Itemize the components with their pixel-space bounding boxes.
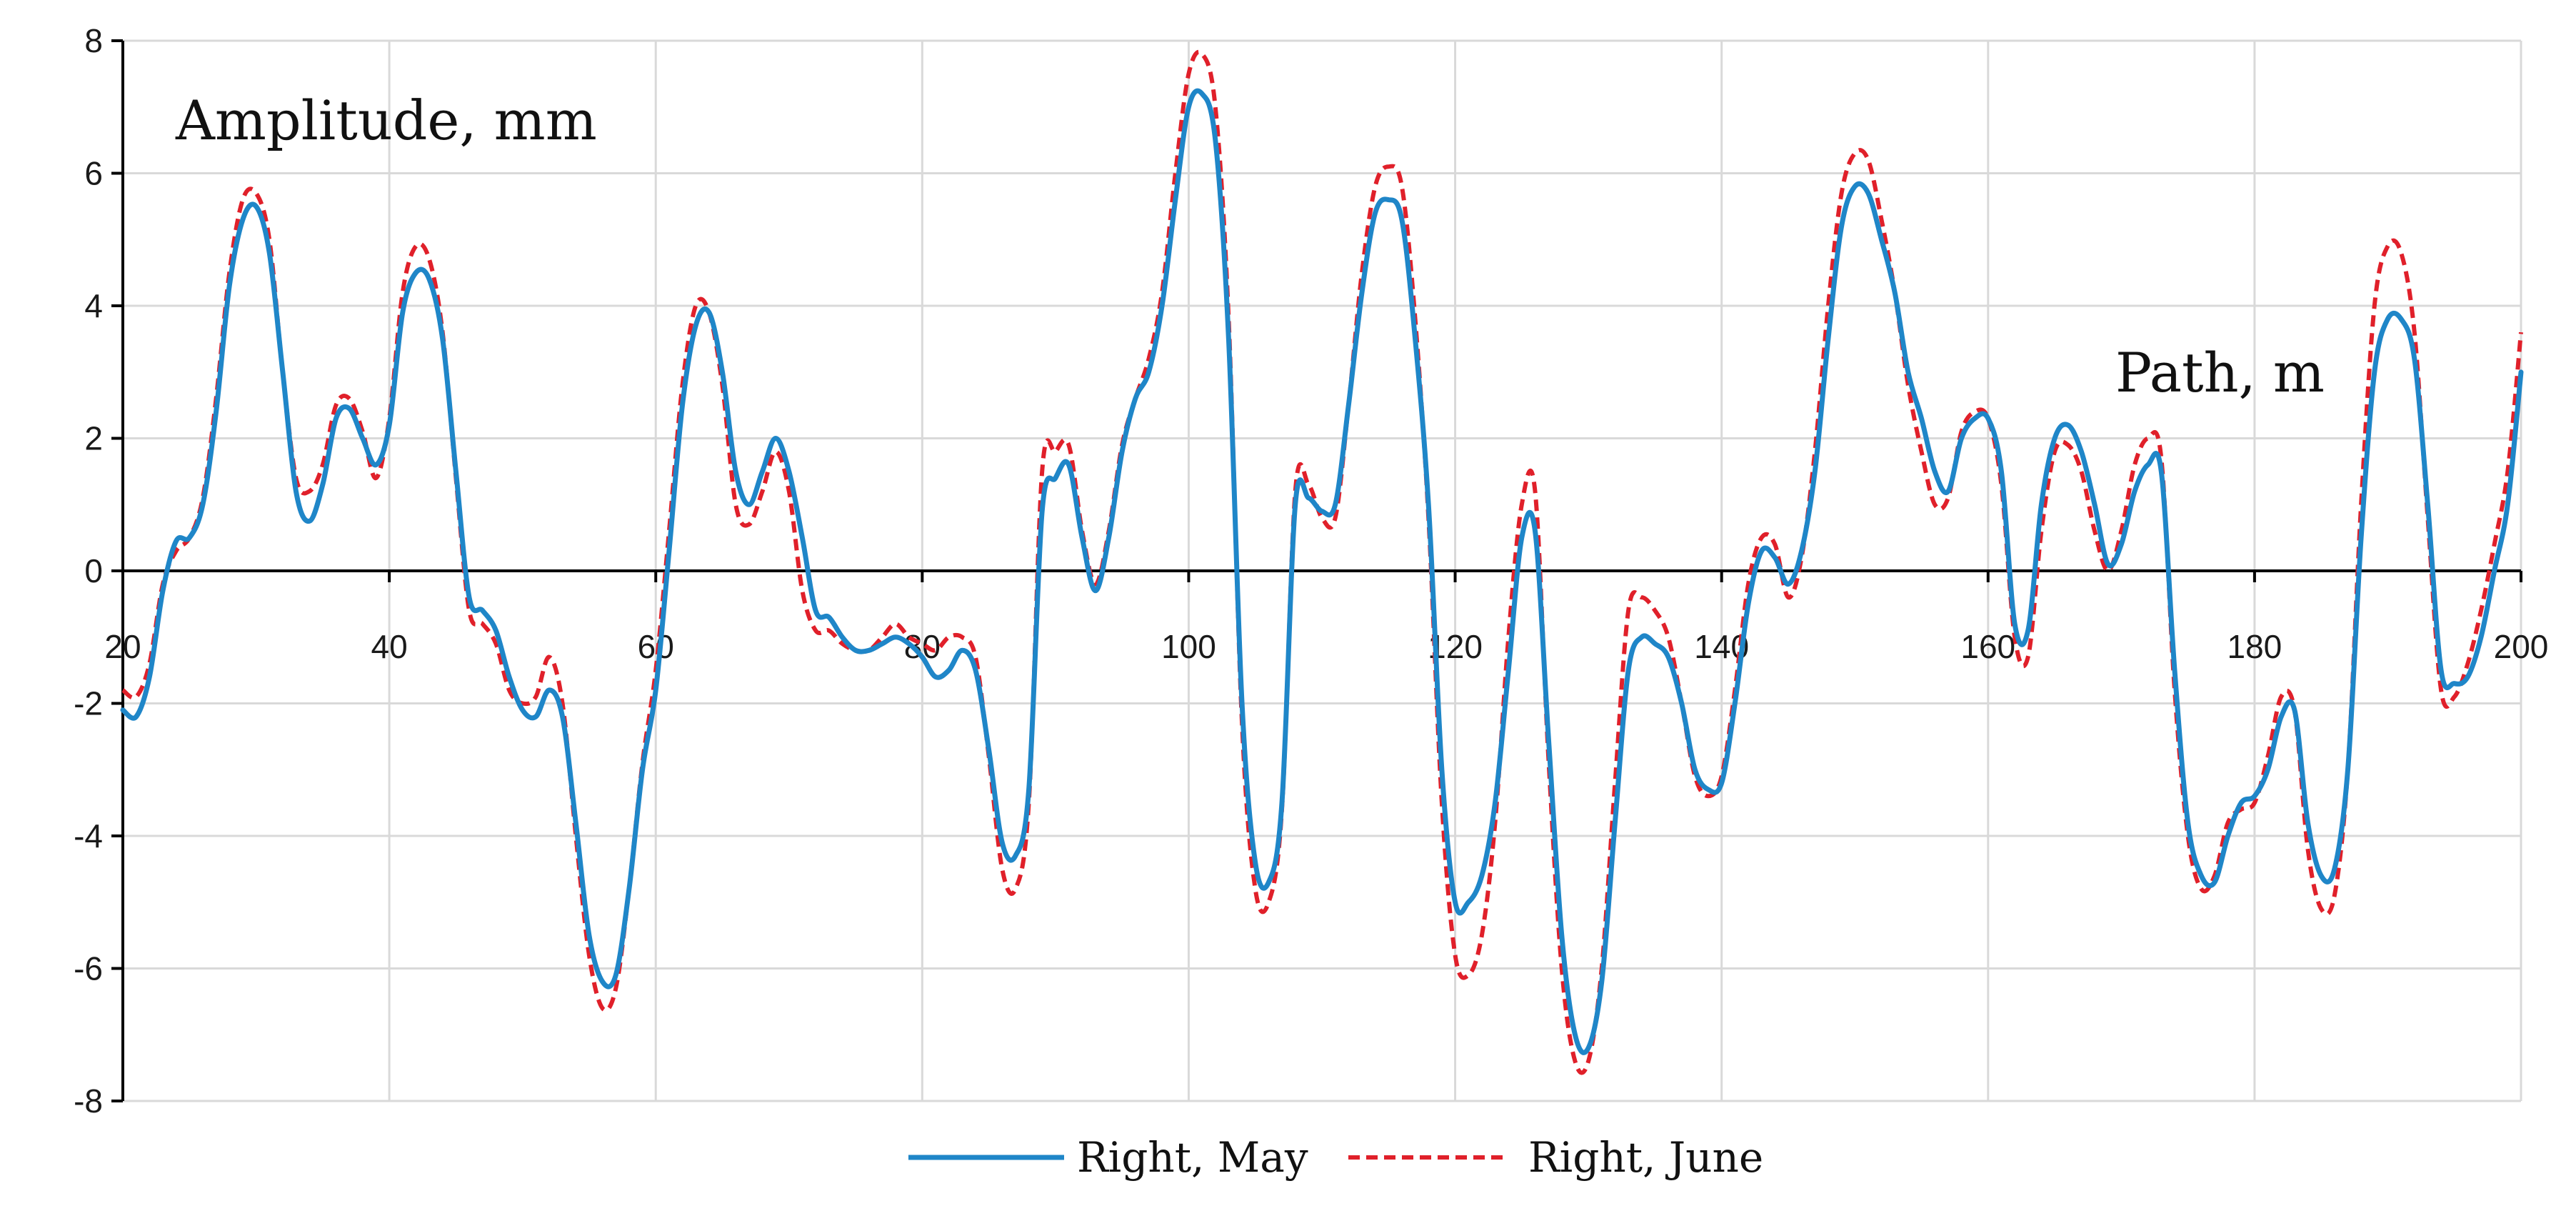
x-tick-label: 20: [104, 628, 141, 665]
x-tick-label: 60: [638, 628, 674, 665]
legend-label-right-june: Right, June: [1528, 1133, 1763, 1182]
x-tick-label: 100: [1161, 628, 1216, 665]
y-tick-label: 6: [84, 155, 103, 192]
y-tick-label: -8: [74, 1082, 103, 1120]
x-tick-label: 160: [1960, 628, 2015, 665]
y-tick-label: -6: [74, 950, 103, 987]
y-tick-label: 8: [84, 22, 103, 59]
y-axis-title: Amplitude, mm: [175, 89, 597, 152]
x-tick-label: 180: [2227, 628, 2282, 665]
y-tick-label: 4: [84, 287, 103, 324]
y-tick-label: -2: [74, 685, 103, 722]
y-tick-label: 2: [84, 420, 103, 457]
x-tick-label: 40: [371, 628, 408, 665]
x-axis-title: Path, m: [2115, 341, 2325, 404]
x-tick-label: 200: [2494, 628, 2549, 665]
axes: [111, 39, 2522, 1102]
legend: Right, May Right, June: [908, 1133, 1763, 1182]
y-tick-label: -4: [74, 817, 103, 854]
y-tick-label: 0: [84, 552, 103, 589]
series-line-right-may: [120, 88, 2524, 1055]
gridlines: [123, 39, 2522, 1102]
series-lines: [120, 49, 2524, 1075]
legend-label-right-may: Right, May: [1077, 1133, 1308, 1182]
